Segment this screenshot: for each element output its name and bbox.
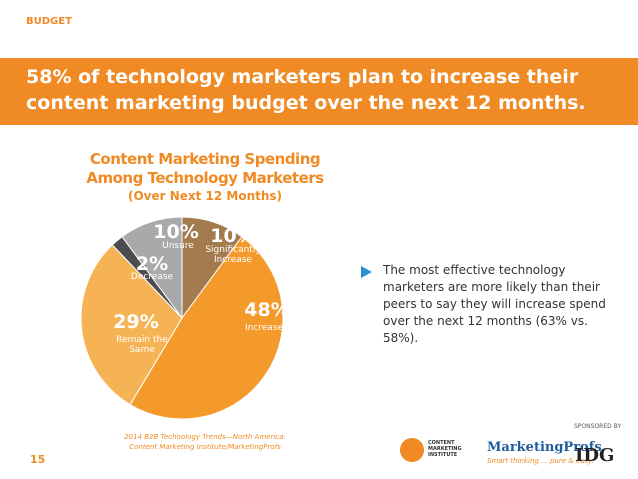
value-label: 48% (244, 299, 290, 321)
pie-slice (129, 235, 284, 420)
cmi-logo: CONTENT MARKETING INSTITUTE (428, 440, 462, 458)
value-label: 10% (210, 225, 256, 247)
category-label: Significantly Increase (205, 245, 261, 265)
category-label: Unsure (162, 241, 194, 251)
value-label: 2% (135, 253, 169, 275)
source: 2014 B2B Technology Trends—North America… (124, 433, 286, 451)
headline: 58% of technology marketers plan to incr… (26, 66, 586, 114)
category-label: Decrease (130, 272, 174, 282)
category-label: Remain the Same (116, 335, 168, 355)
category-label: Increase (244, 323, 284, 333)
section-label: BUDGET (26, 16, 72, 27)
chart-subtitle: (Over Next 12 Months) (127, 189, 283, 203)
cmi-icon (400, 438, 424, 462)
mp-tagline: Smart thinking ... pure & easy. (487, 457, 595, 465)
value-label: 29% (113, 311, 159, 333)
page-number: 15 (30, 453, 46, 466)
banner (0, 58, 638, 125)
idg-logo: IDG (575, 445, 615, 466)
pie-slice (121, 216, 183, 320)
bullet-text: The most effective technology marketers … (383, 263, 606, 345)
mp-logo: MarketingProfs (487, 440, 602, 455)
chart-title: Content Marketing Spending Among Technol… (86, 150, 324, 187)
value-label: 10% (153, 221, 199, 243)
pie-slice (80, 244, 183, 406)
sponsored-by: SPONSORED BY (574, 423, 622, 430)
bullet-arrow (361, 266, 372, 278)
